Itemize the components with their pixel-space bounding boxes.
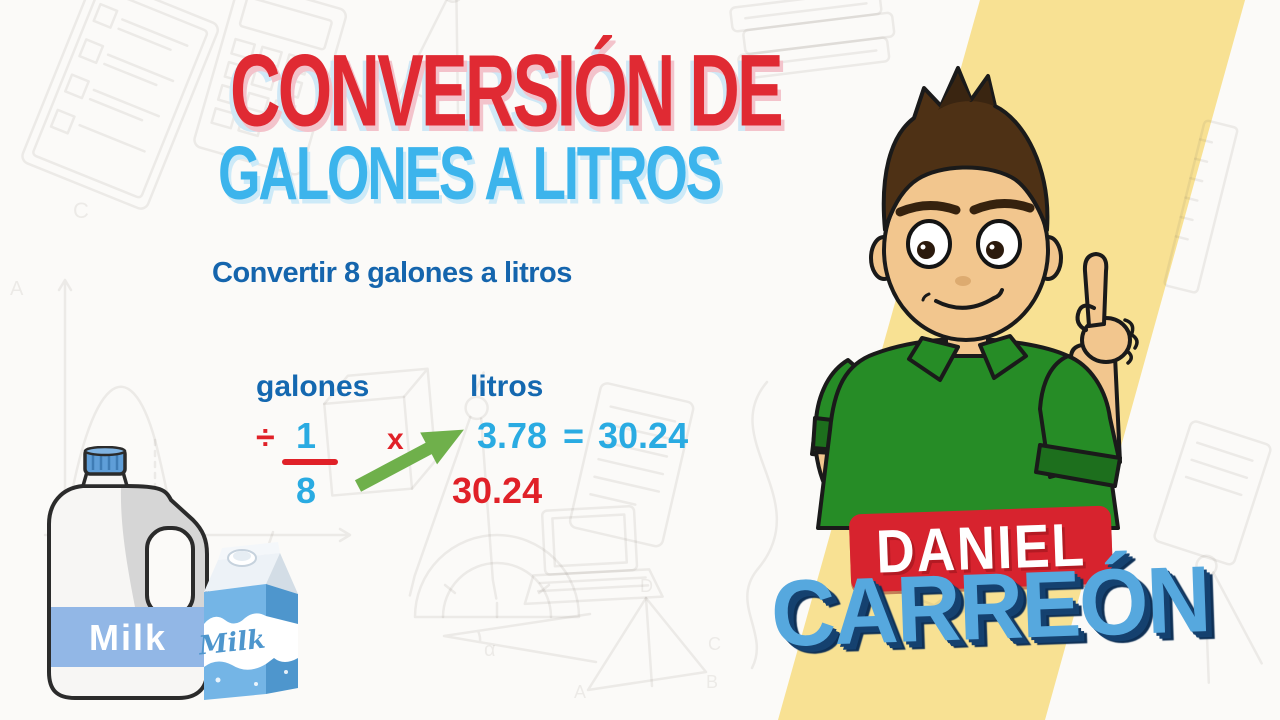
column-header-galones: galones xyxy=(256,370,370,403)
cartoon-character xyxy=(810,66,1139,533)
conversion-factor: 3.78 xyxy=(477,415,548,456)
multiply-sign: x xyxy=(387,423,404,456)
channel-logo: DANIEL CARREÓN xyxy=(760,500,1211,710)
svg-text:C: C xyxy=(73,198,89,223)
column-header-litros: litros xyxy=(470,370,544,403)
logo-last-name: CARREÓN xyxy=(769,546,1211,667)
result-value: 30.24 xyxy=(598,415,689,456)
title-line-1: CONVERSIÓN DE xyxy=(230,33,784,149)
clipboard-doodle xyxy=(21,0,220,210)
problem-statement: Convertir 8 galones a litros xyxy=(212,257,572,289)
protractor-doodle xyxy=(413,533,581,619)
green-arrow xyxy=(354,429,464,492)
carton-label: Milk xyxy=(197,625,267,662)
fraction-bar xyxy=(282,459,338,465)
svg-text:A: A xyxy=(10,278,24,300)
svg-text:B: B xyxy=(706,672,718,692)
gallon-jug-illustration: Milk xyxy=(47,446,209,700)
svg-text:C: C xyxy=(708,634,721,654)
angle-doodle: α xyxy=(442,612,598,664)
pyramid-doodle: A B C D xyxy=(574,576,721,702)
milk-carton-illustration: Milk xyxy=(197,542,298,700)
svg-text:α: α xyxy=(484,639,496,661)
divide-sign: ÷ xyxy=(256,419,275,457)
fraction-denominator: 8 xyxy=(296,470,317,511)
svg-text:D: D xyxy=(640,576,653,596)
equals-sign: = xyxy=(563,415,585,456)
fraction-numerator: 1 xyxy=(296,415,317,456)
title-line-2: GALONES A LITROS xyxy=(218,130,722,216)
svg-text:A: A xyxy=(574,682,586,702)
laptop-doodle xyxy=(523,505,664,606)
jug-label: Milk xyxy=(89,617,167,658)
result-highlight: 30.24 xyxy=(452,470,543,511)
notebook-doodle xyxy=(568,382,695,548)
